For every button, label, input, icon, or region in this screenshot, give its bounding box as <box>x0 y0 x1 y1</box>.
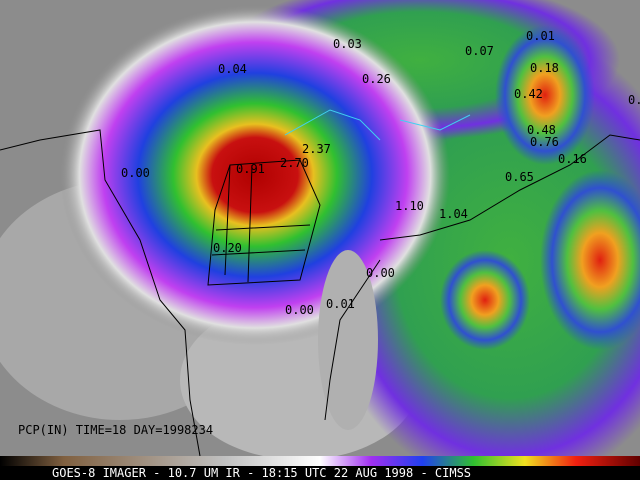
precip-label: 0.16 <box>558 152 587 166</box>
precip-label: 0.26 <box>362 72 391 86</box>
footer: GOES-8 IMAGER - 10.7 UM IR - 18:15 UTC 2… <box>52 466 471 480</box>
precip-label: 2.37 <box>302 142 331 156</box>
border <box>284 109 471 141</box>
coast <box>379 134 640 241</box>
precip-label: 0.42 <box>514 87 543 101</box>
precip-label: 0.00 <box>366 266 395 280</box>
precip-label: 0.00 <box>121 166 150 180</box>
rain-cell <box>540 170 640 350</box>
coast <box>324 259 381 421</box>
precip-label: 0.01 <box>526 29 555 43</box>
precip-label: 2.70 <box>280 156 309 170</box>
precip-label: 0.20 <box>213 241 242 255</box>
color-bar <box>0 456 640 466</box>
county-grid <box>207 159 321 286</box>
rain-cell <box>495 25 595 165</box>
precip-label: 0.91 <box>236 162 265 176</box>
precip-label: 0.18 <box>530 61 559 75</box>
precip-label: 0.48 <box>527 123 556 137</box>
precip-label: 0.4 <box>628 93 640 107</box>
caption: PCP(IN) TIME=18 DAY=1998234 <box>18 423 213 437</box>
border <box>0 129 201 457</box>
precip-label: 1.10 <box>395 199 424 213</box>
precip-label: 0.03 <box>333 37 362 51</box>
precip-label: 0.07 <box>465 44 494 58</box>
cloud <box>318 250 378 430</box>
precip-label: 0.01 <box>326 297 355 311</box>
precip-label: 0.76 <box>530 135 559 149</box>
precip-label: 1.04 <box>439 207 468 221</box>
precip-label: 0.00 <box>285 303 314 317</box>
precip-label: 0.04 <box>218 62 247 76</box>
precip-label: 0.65 <box>505 170 534 184</box>
footer-bar <box>0 466 640 480</box>
rain-cell <box>440 250 530 350</box>
